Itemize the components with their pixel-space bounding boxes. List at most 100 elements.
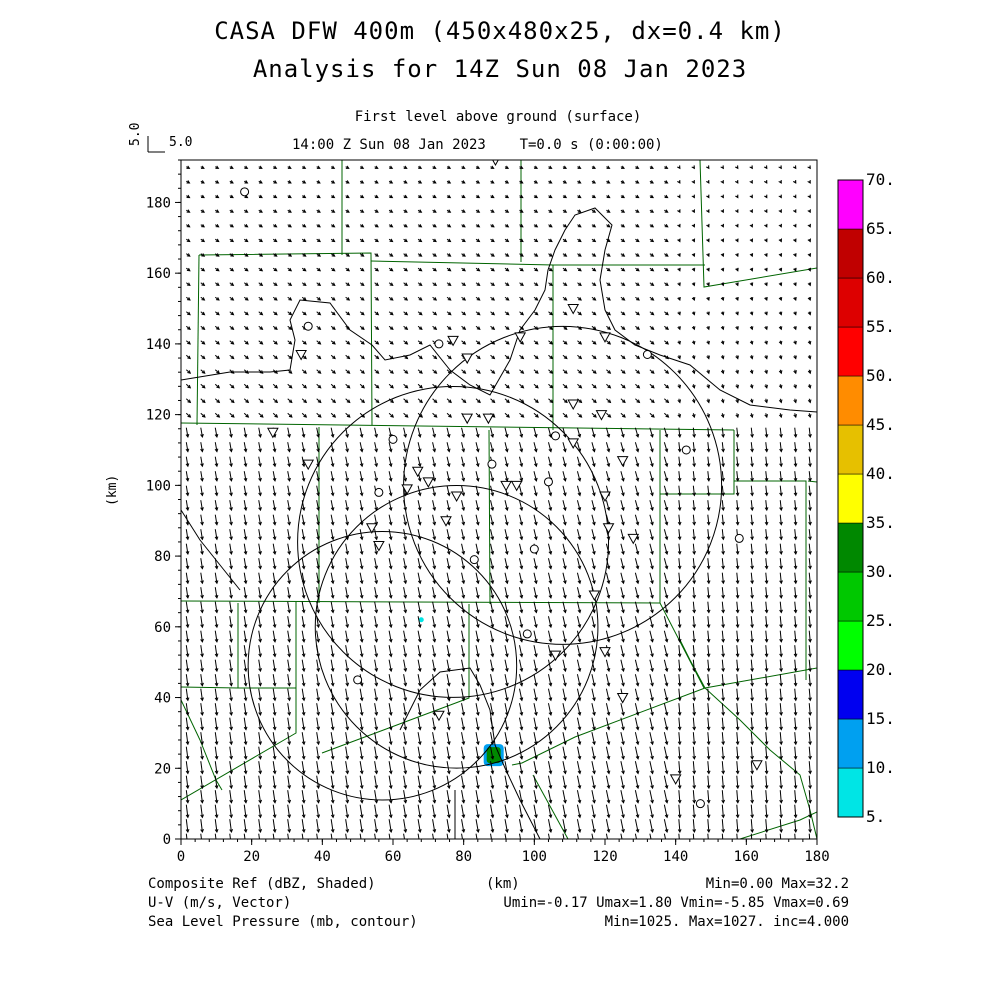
wind-vector-head [621, 828, 625, 834]
wind-vector-head [490, 253, 495, 257]
wind-vector-head [592, 297, 597, 301]
wind-vector-head [636, 355, 641, 360]
wind-vector-head [244, 253, 249, 257]
wind-vector-head [735, 194, 739, 199]
wind-vector-head [316, 829, 321, 834]
wind-vector-head [606, 282, 611, 287]
wind-vector-head [301, 638, 306, 643]
wind-vector-head [779, 507, 783, 512]
wind-vector [345, 804, 349, 818]
wind-vector [403, 587, 407, 598]
wind-vector [808, 471, 811, 481]
wind-vector-head [360, 238, 365, 243]
wind-vector-head [650, 770, 654, 775]
wind-vector-head [446, 741, 451, 746]
wind-vector-head [258, 565, 262, 570]
wind-vector-head [563, 653, 567, 658]
wind-vector-head [243, 755, 248, 760]
wind-vector-head [749, 267, 754, 272]
wind-vector [620, 804, 625, 818]
wind-vector-head [491, 384, 496, 389]
wind-vector [678, 427, 681, 437]
wind-vector-head [578, 297, 582, 301]
wind-vector-head [330, 507, 335, 512]
wind-vector-head [388, 741, 393, 746]
wind-vector-head [404, 253, 408, 257]
wind-vector-head [807, 253, 812, 258]
station-triangle-marker [433, 710, 445, 722]
wind-vector-head [461, 726, 466, 731]
wind-vector-head [621, 224, 626, 228]
wind-vector-head [345, 180, 350, 184]
wind-vector [750, 587, 753, 598]
wind-vector-head [215, 224, 220, 228]
wind-vector [185, 601, 189, 613]
wind-vector-head [534, 180, 539, 184]
wind-vector-head [692, 624, 697, 629]
wind-vector [576, 514, 581, 525]
wind-vector-head [229, 741, 233, 746]
wind-vector [649, 746, 654, 759]
wind-vector-head [361, 384, 365, 389]
wind-vector-head [749, 296, 754, 302]
wind-vector [272, 601, 276, 613]
wind-vector-head [735, 399, 740, 404]
wind-vector-head [720, 340, 725, 345]
wind-vector-head [476, 180, 481, 184]
wind-vector [287, 645, 291, 657]
station-triangle-marker [595, 410, 608, 421]
wind-vector [287, 833, 289, 839]
wind-vector [461, 732, 465, 745]
wind-vector [519, 543, 523, 555]
wind-vector-head [549, 355, 554, 360]
wind-vector-head [650, 477, 654, 482]
wind-vector [243, 630, 247, 642]
wind-vector-head [606, 828, 611, 834]
wind-vector-head [476, 340, 481, 345]
wind-vector-head [403, 624, 408, 629]
wind-vector-head [185, 741, 190, 746]
wind-vector-head [621, 814, 625, 819]
wind-vector-head [677, 712, 682, 716]
wind-vector-head [287, 594, 291, 599]
wind-vector-head [506, 399, 510, 404]
wind-vector-head [721, 829, 726, 834]
wind-vector [185, 427, 189, 438]
colorbar-label: 60. [866, 268, 895, 287]
wind-vector [779, 703, 782, 715]
wind-vector-head [448, 414, 452, 418]
wind-vector-head [490, 536, 495, 541]
wind-vector-head [461, 180, 466, 184]
wind-vector-head [534, 253, 539, 257]
wind-vector [692, 558, 695, 569]
wind-vector [519, 775, 523, 789]
wind-vector [533, 761, 537, 774]
wind-vector [678, 746, 681, 759]
wind-vector [214, 790, 218, 803]
wind-vector-head [778, 296, 783, 302]
wind-vector-head [578, 414, 583, 418]
wind-vector [388, 674, 392, 686]
wind-vector-head [272, 624, 277, 629]
wind-vector-head [475, 477, 480, 482]
colorbar-bin [837, 620, 864, 671]
wind-vector-head [490, 682, 495, 687]
wind-vector [475, 732, 479, 745]
wind-vector [765, 746, 768, 759]
wind-vector [605, 601, 610, 613]
wind-vector-head [475, 580, 480, 585]
wind-vector-head [808, 536, 812, 541]
wind-vector [287, 529, 291, 540]
wind-vector-head [534, 326, 539, 330]
wind-vector-head [721, 448, 725, 453]
wind-vector-head [359, 507, 364, 512]
wind-vector [620, 761, 625, 774]
wind-vector [504, 717, 508, 730]
wind-vector [185, 529, 189, 540]
wind-vector-head [389, 282, 394, 287]
wind-vector-head [272, 799, 277, 804]
wind-vector [316, 703, 320, 716]
wind-vector-head [505, 594, 509, 599]
wind-vector [330, 674, 334, 686]
wind-vector-head [650, 565, 654, 570]
